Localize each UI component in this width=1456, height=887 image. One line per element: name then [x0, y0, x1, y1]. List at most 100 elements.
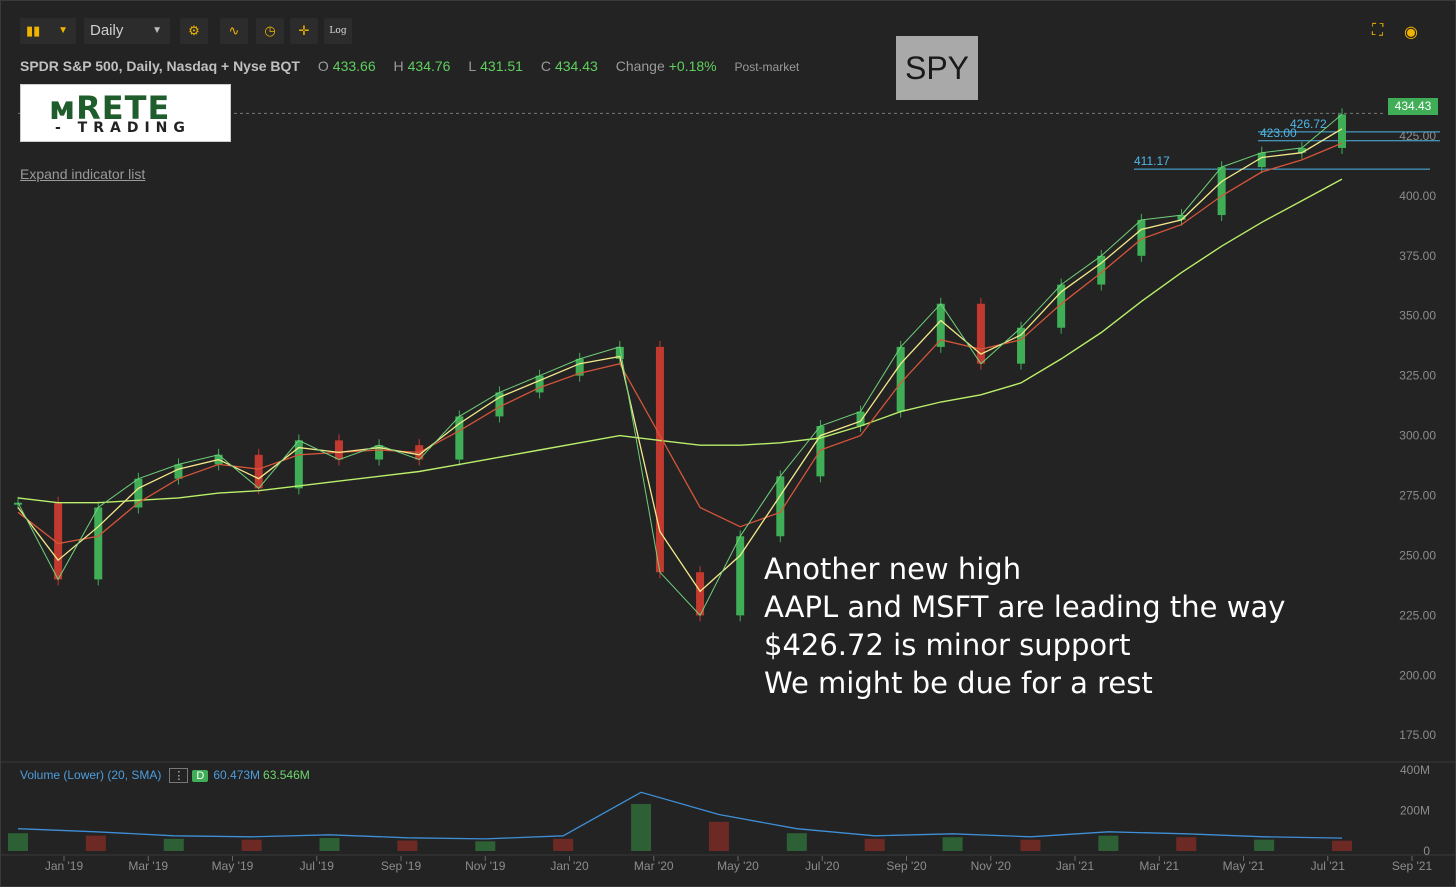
chevron-down-icon: ▼ [58, 25, 68, 36]
time-tick-label: Mar '21 [1139, 859, 1179, 873]
candle-body [1177, 215, 1186, 220]
time-tick-label: Jul '20 [805, 859, 840, 873]
candle-body [1297, 147, 1306, 153]
volume-bar [475, 841, 496, 851]
candle-body [1017, 327, 1026, 364]
volume-bar [553, 838, 574, 851]
volume-bar [241, 839, 262, 851]
price-tick-label: 375.00 [1399, 249, 1436, 263]
candle-body [736, 536, 745, 616]
chevron-down-icon: ▼ [152, 25, 162, 36]
close-value: 434.43 [554, 58, 598, 74]
volume-tick-label: 200M [1400, 804, 1430, 818]
candle-body [375, 445, 384, 460]
time-tick-label: May '20 [717, 859, 759, 873]
volume-bar [1098, 835, 1119, 851]
price-tick-label: 200.00 [1399, 668, 1436, 682]
expand-indicator-list-link[interactable]: Expand indicator list [20, 166, 146, 182]
volume-value-1: 60.473M [213, 768, 261, 782]
candle-body [174, 464, 183, 479]
candle-body [575, 358, 584, 376]
volume-bar [631, 804, 652, 851]
time-tick-label: Sep '19 [381, 859, 422, 873]
indicators-icon[interactable]: ∿ [220, 18, 248, 44]
price-tick-label: 400.00 [1399, 189, 1436, 203]
time-tick-label: Jul '19 [300, 859, 335, 873]
symbol-description: SPDR S&P 500, Daily, Nasdaq + Nyse BQT [20, 58, 300, 74]
log-scale-button[interactable]: Log [324, 18, 352, 44]
candle-body [936, 303, 945, 347]
volume-tick-label: 0 [1423, 844, 1430, 858]
chart-type-selector[interactable]: ▮▮ ▼ [20, 18, 76, 44]
settings-gear-icon[interactable]: ⚙ [180, 18, 208, 44]
candle-body [1097, 255, 1106, 285]
volume-bar [1332, 840, 1352, 851]
price-tick-label: 275.00 [1399, 489, 1436, 503]
time-tick-label: Nov '19 [465, 859, 506, 873]
volume-bar [163, 838, 184, 851]
support-label: 426.72 [1290, 117, 1327, 131]
volume-bar [942, 837, 963, 851]
volume-bar [1020, 839, 1041, 851]
ticker-label: SPY [896, 36, 978, 100]
volume-bar [708, 821, 729, 851]
candle-body [1057, 284, 1066, 328]
time-tick-label: Mar '20 [634, 859, 674, 873]
sma-200-line [17, 178, 1343, 504]
candle-body [856, 411, 865, 426]
time-tick-label: Nov '20 [971, 859, 1012, 873]
volume-bar [397, 840, 418, 851]
volume-bar [864, 838, 885, 851]
annotation-line-3: $426.72 is minor support [764, 628, 1131, 662]
candle-body [1217, 167, 1226, 216]
high-value: 434.76 [407, 58, 451, 74]
interval-label: Daily [90, 22, 124, 39]
volume-menu-icon[interactable]: ⋮ [169, 768, 189, 783]
clock-icon[interactable]: ◷ [256, 18, 284, 44]
time-tick-label: Mar '19 [128, 859, 168, 873]
volume-legend: Volume (Lower) (20, SMA) ⋮ D 60.473M 63.546M [20, 768, 310, 783]
low-label: L [468, 58, 477, 74]
change-label: Change [615, 58, 665, 74]
volume-bar [1254, 839, 1275, 851]
price-tick-label: 175.00 [1399, 728, 1436, 742]
time-tick-label: Jan '20 [550, 859, 589, 873]
logo-wordmark: ᴍRETE [49, 89, 171, 127]
change-value: +0.18% [668, 58, 717, 74]
volume-bar [85, 835, 106, 851]
time-tick-label: May '21 [1223, 859, 1265, 873]
candle-body [134, 478, 143, 508]
volume-sma-line [17, 791, 1343, 840]
price-tick-label: 425.00 [1399, 129, 1436, 143]
candle-body [254, 454, 263, 489]
candle-body [54, 502, 63, 580]
candle-body [455, 416, 464, 460]
low-value: 431.51 [480, 58, 523, 74]
candle-body [294, 440, 303, 489]
candle-body [94, 507, 103, 580]
camera-icon[interactable]: ◉ [1404, 24, 1418, 41]
sma-mid-line [17, 142, 1343, 545]
support-label: 423.00 [1260, 126, 1297, 140]
support-label: 411.17 [1134, 154, 1170, 168]
candle-body [696, 572, 705, 616]
annotation-line-1: Another new high [764, 552, 1022, 586]
annotation-line-4: We might be due for a rest [764, 666, 1153, 700]
candle-body [816, 426, 825, 477]
volume-daily-badge[interactable]: D [192, 770, 209, 782]
candle-body [495, 392, 504, 417]
price-tick-label: 250.00 [1399, 548, 1436, 562]
interval-selector[interactable]: Daily ▼ [84, 18, 170, 44]
price-tick-label: 225.00 [1399, 608, 1436, 622]
drawing-tool-icon[interactable]: ✛ [290, 18, 318, 44]
annotation-line-2: AAPL and MSFT are leading the way [764, 590, 1286, 624]
time-tick-label: Jul '21 [1311, 859, 1346, 873]
chart-annotation: Another new high AAPL and MSFT are leadi… [764, 550, 1285, 702]
fullscreen-icon[interactable]: ⛶ [1372, 22, 1384, 39]
volume-bar [1176, 837, 1197, 851]
candle-body [1338, 114, 1346, 148]
time-tick-label: Jan '21 [1056, 859, 1095, 873]
price-tick-label: 350.00 [1399, 309, 1436, 323]
logo-subtitle: - TRADING [55, 120, 191, 136]
